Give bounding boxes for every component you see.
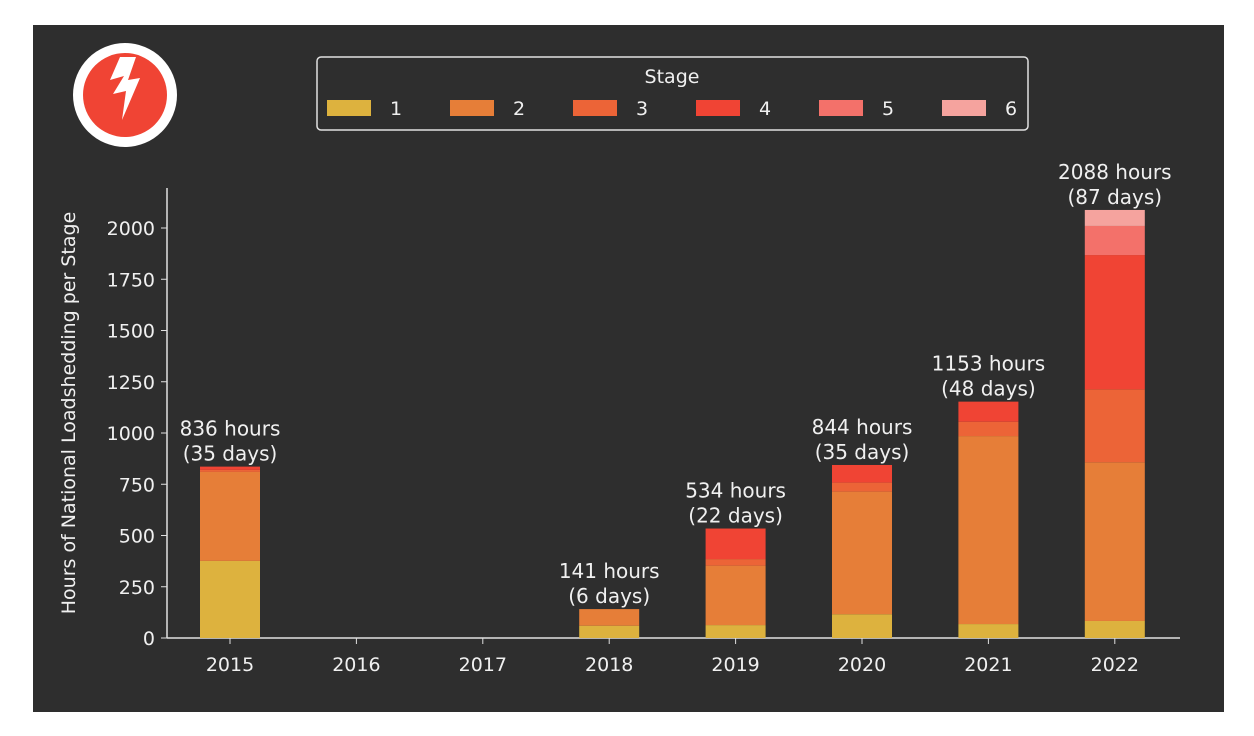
y-tick-label: 1000 xyxy=(107,423,155,445)
legend-label-stage-1: 1 xyxy=(390,98,402,120)
data-label-days: (48 days) xyxy=(941,377,1036,401)
bar-segment-stage-3-2022 xyxy=(1084,389,1145,463)
data-label-hours: 534 hours xyxy=(685,479,786,503)
data-label-hours: 1153 hours xyxy=(932,352,1046,376)
legend-label-stage-4: 4 xyxy=(759,98,771,120)
legend-label-stage-3: 3 xyxy=(636,98,648,120)
bar-segment-stage-2-2020 xyxy=(832,491,892,615)
data-label-days: (35 days) xyxy=(815,440,910,464)
y-tick-label: 500 xyxy=(119,526,155,548)
bar-segment-stage-3-2021 xyxy=(958,421,1019,437)
legend: Stage 1 2 3 4 5 6 xyxy=(316,56,1029,131)
y-tick-label: 1750 xyxy=(107,269,155,291)
bar-segment-stage-2-2022 xyxy=(1084,462,1145,621)
lightning-bolt-icon xyxy=(110,57,140,120)
x-tick-label: 2022 xyxy=(1091,654,1139,676)
logo-inner-circle xyxy=(83,53,167,137)
bar-segment-stage-2-2019 xyxy=(705,565,766,626)
data-label-days: (35 days) xyxy=(183,442,278,466)
legend-swatch-stage-1 xyxy=(327,100,371,116)
legend-swatch-stage-5 xyxy=(819,100,863,116)
data-label-hours: 844 hours xyxy=(812,415,913,439)
bar-segment-stage-4-2015 xyxy=(200,466,260,470)
y-tick-label: 2000 xyxy=(107,218,155,240)
legend-swatch-stage-6 xyxy=(942,100,986,116)
legend-label-stage-5: 5 xyxy=(882,98,894,120)
data-label-hours: 2088 hours xyxy=(1058,160,1172,184)
bar-segment-stage-4-2022 xyxy=(1084,255,1145,390)
bar-segment-stage-5-2022 xyxy=(1084,225,1145,256)
y-tick-label: 750 xyxy=(119,474,155,496)
y-tick-label: 1500 xyxy=(107,321,155,343)
bar-segment-stage-4-2021 xyxy=(958,401,1019,422)
logo xyxy=(73,43,177,147)
bar-segment-stage-2-2018 xyxy=(579,609,640,626)
x-tick-label: 2018 xyxy=(585,654,633,676)
legend-swatch-stage-4 xyxy=(696,100,740,116)
data-label-days: (87 days) xyxy=(1067,185,1162,209)
bar-segment-stage-1-2018 xyxy=(579,625,640,638)
bar-segment-stage-3-2015 xyxy=(200,469,260,472)
x-tick-label: 2020 xyxy=(838,654,886,676)
y-axis-label: Hours of National Loadshedding per Stage xyxy=(58,212,80,615)
bar-segment-stage-2-2015 xyxy=(200,471,260,561)
y-tick-label: 1250 xyxy=(107,372,155,394)
data-label-days: (6 days) xyxy=(568,584,650,608)
bar-segment-stage-4-2020 xyxy=(832,464,892,483)
legend-label-stage-6: 6 xyxy=(1005,98,1017,120)
bar-segment-stage-4-2019 xyxy=(705,528,766,560)
bar-segment-stage-2-2021 xyxy=(958,436,1019,625)
x-tick-label: 2017 xyxy=(459,654,507,676)
bar-segment-stage-3-2019 xyxy=(705,559,766,566)
legend-title: Stage xyxy=(645,66,700,88)
bar-segment-stage-1-2019 xyxy=(705,625,766,638)
bar-segment-stage-1-2022 xyxy=(1084,620,1145,638)
bar-segment-stage-1-2015 xyxy=(200,560,260,638)
x-tick-label: 2015 xyxy=(206,654,254,676)
data-label-hours: 836 hours xyxy=(180,417,281,441)
x-tick-label: 2019 xyxy=(711,654,759,676)
legend-label-stage-2: 2 xyxy=(513,98,525,120)
y-tick-label: 0 xyxy=(143,628,155,650)
bar-segment-stage-6-2022 xyxy=(1084,209,1145,226)
bar-segment-stage-3-2020 xyxy=(832,482,892,492)
legend-swatch-stage-3 xyxy=(573,100,617,116)
data-label-hours: 141 hours xyxy=(559,559,660,583)
x-tick-label: 2016 xyxy=(332,654,380,676)
bar-segment-stage-1-2020 xyxy=(832,614,892,638)
bar-segment-stage-1-2021 xyxy=(958,624,1019,638)
data-label-days: (22 days) xyxy=(688,504,783,528)
legend-swatch-stage-2 xyxy=(450,100,494,116)
x-tick-label: 2021 xyxy=(964,654,1012,676)
y-tick-label: 250 xyxy=(119,577,155,599)
